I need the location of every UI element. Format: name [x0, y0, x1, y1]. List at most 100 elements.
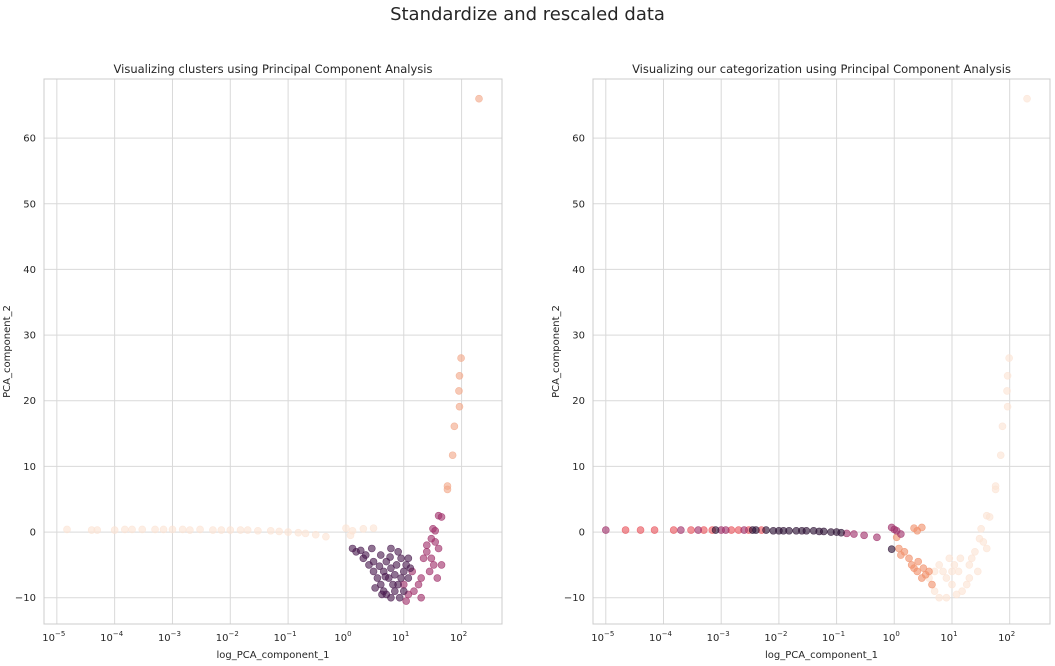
scatter-point: [422, 547, 431, 556]
scatter-point: [399, 567, 408, 576]
x-tick-label: 10−1: [274, 630, 297, 644]
scatter-point: [373, 574, 382, 582]
axes-frame: [43, 78, 503, 625]
scatter-point: [266, 526, 275, 535]
scatter-point: [378, 590, 386, 599]
scatter-point: [284, 528, 292, 536]
scatter-point: [196, 525, 204, 534]
scatter-point: [457, 354, 465, 362]
scatter-point: [406, 564, 415, 572]
scatter-point: [429, 561, 438, 569]
scatter-point: [404, 574, 413, 582]
x-tick-label: 10−2: [216, 630, 239, 644]
scatter-point: [387, 564, 395, 572]
scatter-point: [217, 526, 226, 534]
scatter-point: [376, 551, 385, 559]
scatter-point: [422, 541, 431, 550]
scatter-point: [425, 567, 434, 576]
scatter-point: [110, 526, 119, 534]
scatter-points: [63, 94, 483, 605]
scatter-point: [450, 422, 459, 431]
y-tick-label: 60: [23, 134, 36, 145]
y-tick-label: 40: [23, 265, 36, 276]
scatter-point: [209, 526, 217, 534]
scatter-point: [369, 524, 378, 532]
scatter-point: [433, 574, 442, 582]
scatter-point: [294, 528, 303, 537]
y-axis-label: PCA_component_2: [2, 305, 13, 398]
scatter-point: [427, 554, 436, 563]
scatter-point: [448, 451, 457, 460]
scatter-point: [186, 526, 194, 534]
scatter-point: [226, 526, 235, 534]
scatter-point: [419, 554, 428, 563]
scatter-point: [455, 371, 464, 380]
scatter-point: [138, 525, 147, 534]
scatter-point: [434, 544, 443, 553]
scatter-point: [417, 593, 425, 602]
scatter-point: [342, 524, 350, 532]
scatter-point: [431, 526, 440, 535]
scatter-point: [443, 485, 452, 494]
x-tick-label: 102: [450, 630, 467, 644]
scatter-point: [168, 525, 177, 534]
scatter-point: [389, 580, 397, 589]
x-tick-label: 10−5: [42, 630, 65, 644]
y-tick-label: 0: [30, 528, 36, 539]
scatter-point: [392, 561, 401, 569]
scatter-point: [397, 574, 405, 582]
scatter-point: [437, 561, 446, 569]
scatter-point: [346, 531, 355, 540]
scatter-point: [243, 526, 252, 534]
scatter-point: [414, 580, 423, 589]
scatter-point: [375, 562, 384, 571]
scatter-point: [361, 551, 370, 559]
scatter-point: [437, 513, 446, 521]
scatter-point: [397, 554, 405, 563]
x-axis-label: log_PCA_component_1: [216, 650, 329, 661]
scatter-point: [369, 567, 378, 576]
scatter-point: [404, 554, 413, 563]
y-tick-label: 20: [23, 396, 36, 407]
scatter-point: [455, 402, 464, 411]
scatter-point: [121, 525, 129, 534]
y-tick-label: −10: [15, 593, 36, 604]
x-tick-label: 100: [334, 630, 351, 644]
scatter-point: [311, 530, 320, 539]
scatter-point: [391, 587, 399, 595]
x-tick-label: 10−3: [158, 630, 181, 644]
scatter-point: [394, 547, 402, 556]
scatter-point: [395, 593, 404, 602]
scatter-point: [254, 526, 262, 535]
scatter-point: [371, 584, 379, 592]
scatter-point: [387, 544, 395, 553]
scatter-point: [356, 546, 365, 555]
scatter-point: [475, 94, 483, 103]
scatter-point: [381, 572, 390, 581]
scatter-point: [376, 580, 385, 589]
scatter-point: [387, 593, 395, 602]
chart-title: Visualizing clusters using Principal Com…: [114, 62, 433, 76]
scatter-point: [128, 525, 136, 534]
x-tick-label: 10−4: [100, 630, 124, 644]
scatter-point: [275, 527, 283, 536]
scatter-point: [301, 529, 310, 538]
scatter-point: [431, 538, 440, 546]
scatter-point: [151, 525, 159, 534]
y-tick-label: 10: [23, 462, 36, 473]
scatter-point: [359, 524, 368, 533]
scatter-point: [369, 557, 378, 566]
y-tick-label: 50: [23, 199, 36, 210]
scatter-point: [386, 553, 394, 561]
scatter-point: [367, 544, 376, 553]
scatter-point: [178, 525, 187, 534]
y-tick-label: 30: [23, 331, 36, 342]
scatter-point: [410, 587, 418, 595]
figure-suptitle: Standardize and rescaled data: [390, 4, 665, 25]
scatter-point: [63, 525, 71, 534]
scatter-point: [399, 587, 408, 595]
scatter-point: [159, 525, 168, 534]
scatter-point: [348, 544, 357, 553]
